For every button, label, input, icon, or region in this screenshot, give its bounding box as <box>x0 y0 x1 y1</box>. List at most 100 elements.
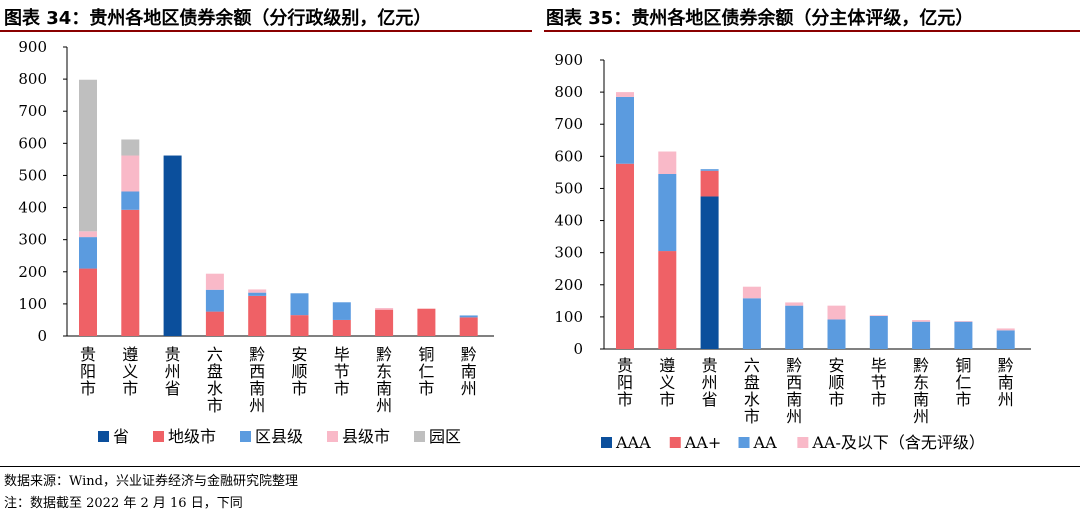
legend-label: 园区 <box>429 427 461 446</box>
category-label: 遵义市 <box>122 345 138 398</box>
bar-segment-县级市 <box>205 273 224 290</box>
bar-segment-园区 <box>79 79 97 232</box>
title-rule-right <box>544 30 1080 32</box>
bar-segment-地级市 <box>417 308 436 336</box>
bar-segment-AA <box>869 315 888 349</box>
y-tick-label: 100 <box>554 308 583 326</box>
bar-segment-地级市 <box>121 209 140 336</box>
bar-segment-区县级 <box>290 293 309 316</box>
category-label: 黔东南州 <box>376 345 392 415</box>
legend-swatch <box>240 431 251 442</box>
bar-segment-地级市 <box>290 315 309 336</box>
bar-segment-地级市 <box>459 317 478 336</box>
bar-segment-省 <box>163 155 182 336</box>
chart34-group: 0 100 200 300 400 500 600 700 800 900 贵阳市 遵义市 贵州省 六盘水… <box>18 38 494 446</box>
category-label: 贵州省 <box>165 345 181 398</box>
legend-swatch <box>98 431 109 442</box>
bar-segment-县级市 <box>248 289 267 293</box>
legend-swatch <box>327 431 338 442</box>
y-tick-label: 500 <box>554 179 583 197</box>
category-label: 毕节市 <box>334 345 350 398</box>
category-label: 黔西南州 <box>249 345 265 415</box>
bar-segment-县级市 <box>79 231 97 238</box>
legend-label: AA+ <box>684 433 722 452</box>
bar-segment-AA-及以下（含无评级） <box>996 328 1015 331</box>
y-tick-label: 900 <box>18 38 47 56</box>
bar-segment-地级市 <box>205 311 224 336</box>
y-tick-label: 300 <box>18 231 47 249</box>
bar-segment-区县级 <box>121 191 140 210</box>
bar-segment-AA <box>785 305 804 349</box>
category-label: 黔西南州 <box>786 356 802 426</box>
category-label: 黔东南州 <box>913 356 929 426</box>
bar-segment-AA-及以下（含无评级） <box>785 302 804 306</box>
legend-swatch <box>669 437 681 448</box>
category-label: 贵州省 <box>702 356 718 409</box>
bar-segment-AA <box>954 321 973 349</box>
legend-label: AA <box>753 433 778 452</box>
category-label: 安顺市 <box>291 345 307 398</box>
y-tick-label: 300 <box>554 244 583 262</box>
category-label: 遵义市 <box>659 356 675 409</box>
title-rule-left <box>0 30 532 32</box>
bar-segment-AA <box>700 169 719 171</box>
legend-label: AAA <box>615 433 651 452</box>
legend-label: 区县级 <box>255 427 303 446</box>
bar-segment-AA+ <box>658 251 677 349</box>
bar-segment-AA-及以下（含无评级） <box>616 92 634 97</box>
category-label: 六盘水市 <box>744 356 760 426</box>
bar-segment-AA-及以下（含无评级） <box>869 315 888 316</box>
y-tick-label: 0 <box>573 340 583 358</box>
legend-label: 县级市 <box>342 427 390 446</box>
category-label: 贵阳市 <box>80 345 96 398</box>
bar-segment-县级市 <box>121 155 140 192</box>
chart-title-35: 图表 35：贵州各地区债券余额（分主体评级，亿元） <box>546 8 974 29</box>
bar-segment-AA-及以下（含无评级） <box>954 321 973 322</box>
bar-segment-AA+ <box>700 170 719 197</box>
legend-swatch <box>738 437 750 448</box>
category-label: 贵阳市 <box>617 356 633 409</box>
y-tick-label: 900 <box>554 51 583 69</box>
footer-rule <box>0 466 1080 467</box>
bar-segment-AA <box>658 173 677 252</box>
y-tick-label: 200 <box>554 276 583 294</box>
bar-segment-地级市 <box>248 295 267 336</box>
bar-segment-区县级 <box>248 292 267 296</box>
bar-segment-AA <box>616 96 634 164</box>
y-tick-label: 0 <box>37 327 47 345</box>
bar-segment-AA <box>827 319 846 349</box>
legend-swatch <box>153 431 164 442</box>
bar-segment-AA <box>996 330 1015 349</box>
bar-segment-区县级 <box>79 237 97 269</box>
bar-segment-AA <box>742 298 761 349</box>
bar-segment-地级市 <box>332 319 351 336</box>
legend-swatch <box>601 437 612 448</box>
y-tick-label: 200 <box>18 263 47 281</box>
category-label: 铜仁市 <box>418 345 434 398</box>
source-note: 数据来源：Wind，兴业证券经济与金融研究院整理 <box>4 474 298 489</box>
legend-label: 省 <box>113 427 129 446</box>
category-label: 黔南州 <box>461 345 477 398</box>
bar-segment-县级市 <box>375 308 394 310</box>
y-tick-label: 700 <box>554 115 583 133</box>
legend-label: AA-及以下（含无评级） <box>811 433 985 452</box>
y-tick-label: 700 <box>18 102 47 120</box>
bar-segment-AA-及以下（含无评级） <box>658 151 677 174</box>
legend-swatch <box>414 431 425 442</box>
chart35-group: 0 100 200 300 400 500 600 700 800 900 贵阳市 遵义市 贵州省 六盘水… <box>554 51 1031 452</box>
y-tick-label: 400 <box>18 199 47 217</box>
chart-title-34: 图表 34：贵州各地区债券余额（分行政级别，亿元） <box>4 8 432 29</box>
bar-segment-AA-及以下（含无评级） <box>742 286 761 299</box>
bar-segment-AAA <box>700 196 719 349</box>
y-tick-label: 800 <box>18 70 47 88</box>
bar-segment-地级市 <box>79 268 97 336</box>
cutoff-note: 注：数据截至 2022 年 2 月 16 日，下同 <box>4 496 243 511</box>
category-label: 六盘水市 <box>207 345 223 415</box>
bar-segment-区县级 <box>459 315 478 318</box>
y-tick-label: 600 <box>18 134 47 152</box>
y-tick-label: 600 <box>554 147 583 165</box>
bar-segment-区县级 <box>205 289 224 312</box>
bar-segment-园区 <box>121 139 140 156</box>
legend-label: 地级市 <box>168 427 216 446</box>
